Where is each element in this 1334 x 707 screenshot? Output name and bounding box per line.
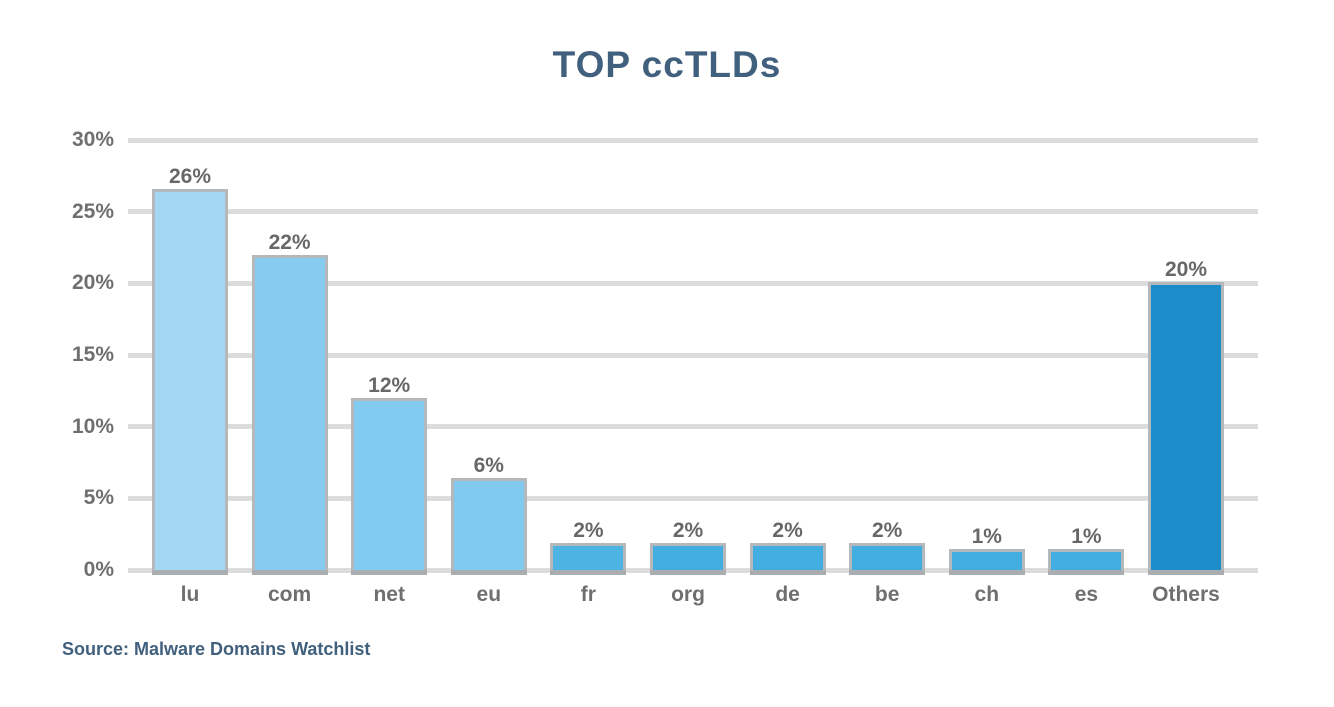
gridline	[128, 209, 1258, 215]
x-axis-tick-label: de	[775, 583, 800, 606]
bar-de[interactable]	[749, 542, 826, 570]
chart-title: TOP ccTLDs	[552, 44, 782, 85]
x-axis-tick-label: es	[1074, 583, 1099, 606]
bar-net[interactable]	[351, 398, 428, 570]
bar-value-label: 2%	[573, 518, 604, 542]
bar-com[interactable]	[251, 254, 328, 570]
gridline	[128, 280, 1258, 286]
x-axis-tick-label: com	[268, 583, 312, 606]
bar-value-label: 2%	[772, 518, 803, 542]
gridline	[128, 352, 1258, 358]
y-axis-tick-label: 20%	[71, 271, 114, 295]
bar-lu[interactable]	[152, 188, 228, 570]
bar-Others[interactable]	[1148, 281, 1224, 570]
x-axis-tick-label: be	[874, 583, 900, 606]
x-axis-tick-label: org	[671, 583, 705, 606]
x-axis-tick-label: lu	[180, 583, 200, 606]
x-axis-tick-label: ch	[974, 583, 1000, 606]
bar-org[interactable]	[650, 542, 726, 570]
bar-value-label: 22%	[268, 230, 311, 254]
bar-value-label: 20%	[1164, 257, 1208, 281]
bar-value-label: 2%	[872, 518, 903, 542]
bar-eu[interactable]	[450, 478, 527, 570]
bar-es[interactable]	[1048, 548, 1125, 570]
bar-value-label: 2%	[672, 518, 704, 542]
y-axis-tick-label: 10%	[71, 414, 114, 438]
bar-ch[interactable]	[948, 548, 1025, 570]
y-axis-tick-label: 15%	[71, 343, 114, 366]
bar-value-label: 1%	[1071, 524, 1102, 548]
x-axis-tick-label: fr	[580, 583, 596, 606]
y-axis-tick-label: 0%	[83, 558, 114, 581]
gridline	[128, 495, 1258, 501]
y-axis-tick-label: 5%	[83, 486, 114, 510]
bar-be[interactable]	[849, 542, 926, 570]
gridline	[128, 424, 1258, 430]
bar-fr[interactable]	[550, 542, 627, 570]
x-axis-tick-label: eu	[476, 583, 502, 606]
gridline	[128, 137, 1258, 143]
bar-value-label: 6%	[473, 454, 504, 478]
x-axis-tick-label: net	[373, 583, 405, 606]
bar-value-label: 12%	[368, 374, 411, 397]
y-axis-tick-label: 30%	[71, 128, 114, 151]
x-axis-tick-label: Others	[1152, 583, 1220, 606]
bar-value-label: 26%	[168, 164, 212, 188]
bar-value-label: 1%	[971, 524, 1002, 548]
y-axis-tick-label: 25%	[71, 199, 114, 223]
gridline	[128, 567, 1258, 573]
source-note: Source: Malware Domains Watchlist	[62, 639, 371, 659]
